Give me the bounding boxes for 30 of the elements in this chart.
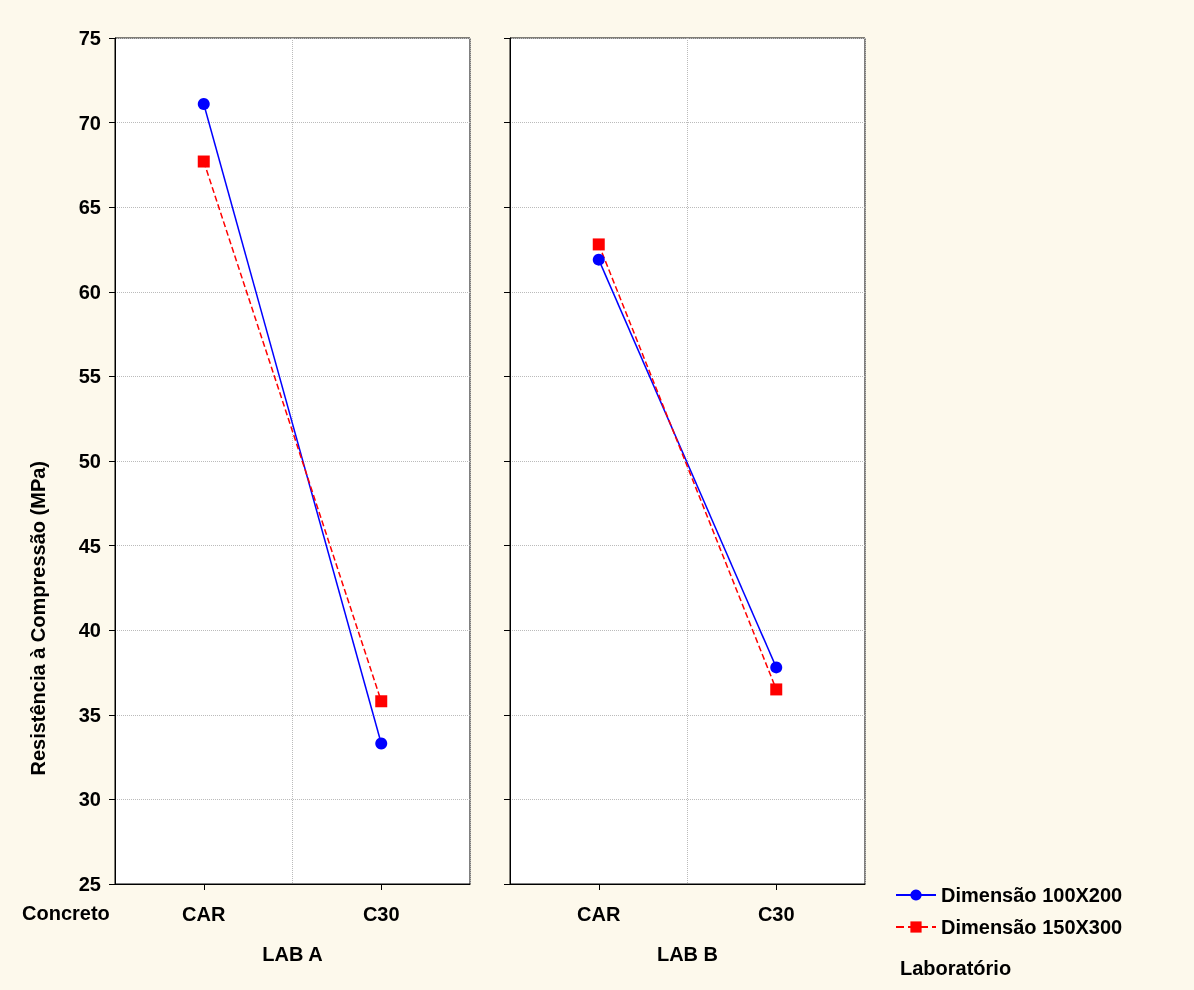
point [197, 155, 210, 168]
x-tick-label: CAR [182, 903, 226, 925]
y-tick-label: 70 [78, 111, 101, 134]
point [375, 695, 388, 708]
point [197, 97, 210, 110]
point [592, 238, 605, 251]
point [592, 253, 605, 266]
point [375, 737, 388, 750]
y-axis-title: Resistência à Compressão (MPa) [27, 461, 49, 776]
x-axis-title: LAB B [656, 943, 719, 965]
y-tick-label: 45 [78, 534, 101, 557]
point [770, 683, 783, 696]
x-tick-label: C30 [362, 903, 400, 925]
y-tick-label: 50 [78, 450, 101, 472]
y-tick-label: 25 [78, 873, 101, 895]
y-tick-label: 40 [78, 619, 101, 642]
y-tick-label: 55 [78, 365, 101, 388]
x-tick-label: CAR [577, 903, 621, 925]
y-tick-label: 75 [78, 27, 101, 49]
y-tick-label: 60 [78, 280, 101, 303]
y-tick-label: 30 [78, 788, 101, 811]
x-axis-title: LAB A [262, 943, 323, 965]
x-tick-label: C30 [757, 903, 795, 925]
point [770, 661, 783, 674]
text: Concreto [22, 902, 110, 924]
legend-label: Dimensão 100X200 [941, 884, 1123, 906]
legend-label: Dimensão 150X300 [941, 916, 1123, 938]
text: Laboratório [900, 957, 1012, 979]
y-tick-label: 35 [78, 703, 101, 726]
y-tick-label: 65 [78, 196, 101, 219]
